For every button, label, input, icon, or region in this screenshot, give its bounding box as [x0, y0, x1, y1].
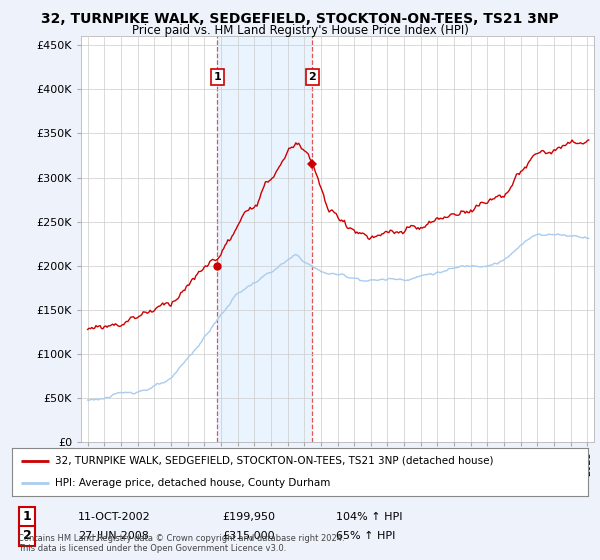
Bar: [217, 36, 313, 442]
Text: Price paid vs. HM Land Registry's House Price Index (HPI): Price paid vs. HM Land Registry's House …: [131, 24, 469, 36]
Text: 65% ↑ HPI: 65% ↑ HPI: [336, 531, 395, 541]
Text: £199,950: £199,950: [222, 512, 275, 522]
Text: 32, TURNPIKE WALK, SEDGEFIELD, STOCKTON-ON-TEES, TS21 3NP (detached house): 32, TURNPIKE WALK, SEDGEFIELD, STOCKTON-…: [55, 456, 494, 466]
Text: 1: 1: [214, 72, 221, 82]
Text: 32, TURNPIKE WALK, SEDGEFIELD, STOCKTON-ON-TEES, TS21 3NP: 32, TURNPIKE WALK, SEDGEFIELD, STOCKTON-…: [41, 12, 559, 26]
Text: 11-OCT-2002: 11-OCT-2002: [78, 512, 151, 522]
Text: HPI: Average price, detached house, County Durham: HPI: Average price, detached house, Coun…: [55, 478, 331, 488]
Text: 2: 2: [308, 72, 316, 82]
Text: 104% ↑ HPI: 104% ↑ HPI: [336, 512, 403, 522]
Text: 1: 1: [23, 510, 31, 524]
Text: 27-JUN-2008: 27-JUN-2008: [78, 531, 149, 541]
Text: 2: 2: [23, 529, 31, 543]
Text: £315,000: £315,000: [222, 531, 275, 541]
Text: Contains HM Land Registry data © Crown copyright and database right 2024.
This d: Contains HM Land Registry data © Crown c…: [18, 534, 344, 553]
